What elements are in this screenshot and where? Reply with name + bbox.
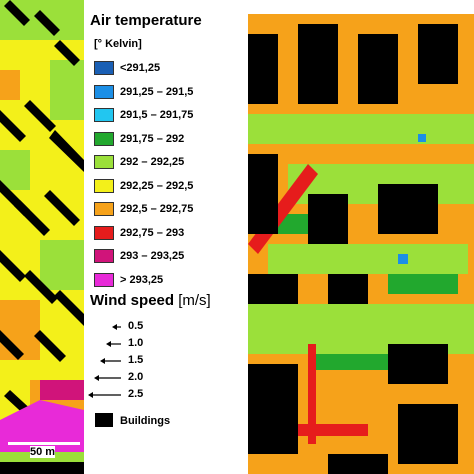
- legend-swatch: [94, 178, 114, 193]
- buildings-label: Buildings: [120, 415, 171, 427]
- left-map: [0, 0, 84, 462]
- divider: [232, 0, 248, 474]
- legend-label: 293 – 293,25: [120, 250, 185, 262]
- wind-arrow-icon: [94, 375, 121, 381]
- building-swatch: [95, 413, 113, 427]
- wind-unit-label: [m/s]: [178, 292, 211, 309]
- wind-speed-title: Wind speed [m/s]: [90, 292, 211, 309]
- legend-swatch: [94, 108, 114, 122]
- legend-label: 292,25 – 292,5: [120, 179, 194, 192]
- legend-label: 292,5 – 292,75: [120, 203, 194, 215]
- legend-swatch: [94, 61, 114, 75]
- wind-arrow-icon: [106, 341, 121, 347]
- legend-swatch: [94, 225, 114, 240]
- legend-label: 291,5 – 291,75: [120, 109, 194, 121]
- legend-swatch: [94, 272, 114, 287]
- legend-label: <291,25: [120, 62, 161, 74]
- wind-speed-label: Wind speed: [90, 292, 175, 309]
- legend-swatch: [94, 84, 114, 99]
- legend-swatch: [94, 249, 114, 263]
- legend-swatch: [94, 202, 114, 216]
- legend-label: > 293,25: [120, 273, 164, 286]
- legend-swatch: [94, 131, 114, 146]
- legend-label: 291,75 – 292: [120, 132, 185, 145]
- top-margin: [232, 0, 474, 14]
- legend-label: 292 – 292,25: [120, 156, 185, 168]
- wind-arrow-icon: [112, 324, 121, 330]
- wind-label: 1.5: [128, 354, 144, 366]
- legend-label: 291,25 – 291,5: [120, 85, 194, 98]
- scale-label: 50 m: [30, 446, 56, 458]
- wind-label: 0.5: [128, 320, 144, 332]
- wind-arrow-icon: [100, 358, 121, 364]
- legend-swatch: [94, 155, 114, 169]
- wind-label: 2.5: [128, 388, 144, 400]
- unit-label: [° Kelvin]: [94, 38, 142, 50]
- air-temperature-title: Air temperature: [90, 12, 202, 29]
- right-map: [248, 14, 474, 474]
- wind-arrow-icon: [88, 392, 121, 398]
- wind-label: 2.0: [128, 371, 144, 383]
- scale-bar: [8, 442, 80, 445]
- wind-label: 1.0: [128, 337, 144, 349]
- legend-label: 292,75 – 293: [120, 226, 185, 239]
